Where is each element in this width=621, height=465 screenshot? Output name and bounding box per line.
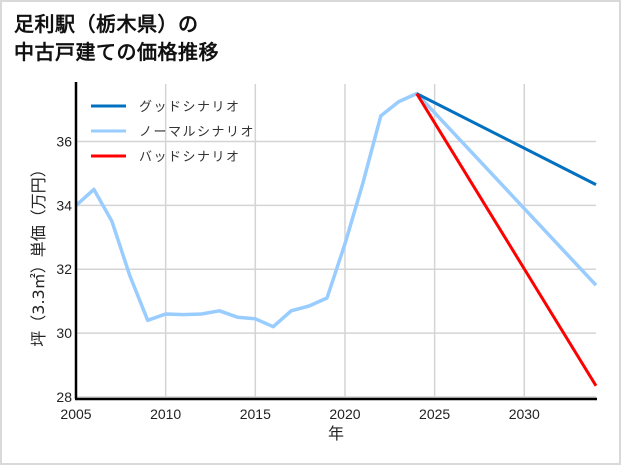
series-line bbox=[415, 92, 598, 387]
y-tick-label: 30 bbox=[56, 325, 72, 341]
chart-title: 足利駅（栃木県）の 中古戸建ての価格推移 bbox=[14, 10, 219, 66]
legend-label: バッドシナリオ bbox=[139, 150, 241, 165]
series-line bbox=[74, 91, 598, 329]
data-series bbox=[74, 91, 598, 387]
y-tick-label: 32 bbox=[56, 261, 72, 277]
title-line-1: 足利駅（栃木県）の bbox=[14, 12, 199, 36]
x-tick-label: 2020 bbox=[329, 406, 360, 422]
x-tick-label: 2010 bbox=[150, 406, 181, 422]
x-tick-labels: 2005 2010 2015 2020 2025 2030 bbox=[60, 406, 540, 422]
title-line-2: 中古戸建ての価格推移 bbox=[14, 40, 219, 64]
series-line bbox=[416, 92, 597, 186]
legend-label: ノーマルシナリオ bbox=[139, 125, 255, 140]
y-tick-label: 28 bbox=[56, 389, 72, 405]
x-tick-label: 2005 bbox=[60, 406, 91, 422]
x-axis-label: 年 bbox=[328, 424, 344, 443]
x-tick-label: 2030 bbox=[509, 406, 540, 422]
axes bbox=[74, 82, 597, 401]
grid-lines bbox=[75, 84, 596, 398]
y-tick-label: 34 bbox=[56, 197, 72, 213]
y-tick-label: 36 bbox=[56, 133, 72, 149]
y-axis-label: 坪（3.3㎡）単価（万円） bbox=[29, 161, 48, 346]
legend-label: グッドシナリオ bbox=[139, 100, 241, 115]
y-tick-labels: 28 30 32 34 36 bbox=[56, 133, 72, 405]
x-tick-label: 2025 bbox=[419, 406, 450, 422]
x-tick-label: 2015 bbox=[240, 406, 271, 422]
